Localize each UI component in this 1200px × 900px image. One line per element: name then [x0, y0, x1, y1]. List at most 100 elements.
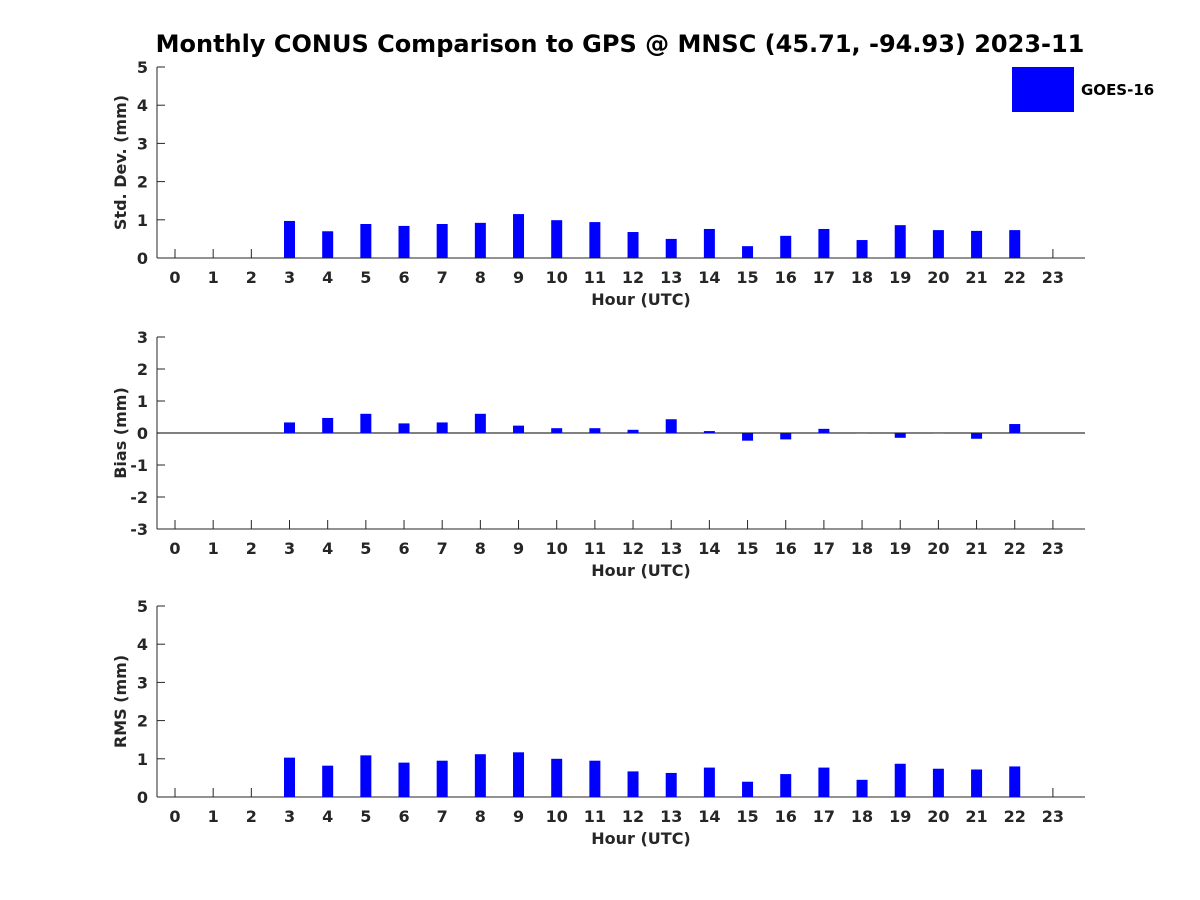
- rms-x-tick-label: 4: [322, 807, 333, 826]
- bias-x-tick-label: 2: [246, 539, 257, 558]
- bias-x-tick-label: 18: [851, 539, 873, 558]
- std-dev-y-tick-label: 4: [137, 96, 148, 115]
- std-dev-y-tick-label: 0: [137, 249, 148, 268]
- std-dev-bar-15: [742, 246, 754, 258]
- bias-bar-13: [665, 419, 677, 433]
- rms-x-tick-label: 20: [927, 807, 949, 826]
- std-dev-x-tick-label: 19: [889, 268, 911, 287]
- bias-x-tick-label: 23: [1042, 539, 1064, 558]
- std-dev-bar-17: [818, 228, 830, 258]
- bias-bar-4: [322, 417, 334, 433]
- bias-x-tick-label: 10: [546, 539, 568, 558]
- bias-bar-9: [513, 425, 525, 433]
- bias-bar-12: [627, 429, 639, 433]
- rms-x-tick-label: 13: [660, 807, 682, 826]
- bias-x-tick-label: 12: [622, 539, 644, 558]
- bias-x-tick-label: 20: [927, 539, 949, 558]
- std-dev-x-tick-label: 8: [475, 268, 486, 287]
- rms-x-tick-label: 10: [546, 807, 568, 826]
- std-dev-x-tick-label: 11: [584, 268, 606, 287]
- bias-bar-17: [818, 428, 830, 433]
- rms-x-tick-label: 3: [284, 807, 295, 826]
- bias-x-tick-label: 21: [965, 539, 987, 558]
- rms-x-axis-label: Hour (UTC): [591, 829, 691, 848]
- bias-bar-10: [551, 428, 563, 433]
- rms-x-tick-label: 22: [1004, 807, 1026, 826]
- bias-x-tick-label: 9: [513, 539, 524, 558]
- std-dev-y-tick-label: 1: [137, 211, 148, 230]
- rms-x-tick-label: 17: [813, 807, 835, 826]
- rms-x-tick-label: 12: [622, 807, 644, 826]
- rms-bar-8: [474, 754, 486, 797]
- rms-bar-19: [894, 763, 906, 797]
- rms-bar-4: [322, 765, 334, 797]
- rms-x-tick-label: 1: [208, 807, 219, 826]
- rms-x-tick-label: 6: [398, 807, 409, 826]
- std-dev-x-axis-label: Hour (UTC): [591, 290, 691, 309]
- std-dev-x-tick-label: 10: [546, 268, 568, 287]
- std-dev-x-tick-label: 4: [322, 268, 333, 287]
- rms-bar-11: [589, 760, 601, 797]
- std-dev-x-tick-label: 6: [398, 268, 409, 287]
- std-dev-bar-5: [360, 224, 372, 258]
- rms-bar-3: [284, 757, 296, 797]
- std-dev-bar-3: [284, 220, 296, 258]
- std-dev-x-tick-label: 22: [1004, 268, 1026, 287]
- std-dev-bar-6: [398, 225, 410, 258]
- rms-bar-7: [436, 760, 448, 797]
- std-dev-x-tick-label: 3: [284, 268, 295, 287]
- std-dev-x-tick-label: 2: [246, 268, 257, 287]
- bias-x-tick-label: 19: [889, 539, 911, 558]
- std-dev-bar-12: [627, 232, 639, 258]
- std-dev-x-tick-label: 1: [208, 268, 219, 287]
- rms-x-tick-label: 5: [360, 807, 371, 826]
- std-dev-bar-18: [856, 240, 868, 258]
- std-dev-x-tick-label: 13: [660, 268, 682, 287]
- std-dev-bar-8: [474, 222, 486, 258]
- rms-y-tick-label: 5: [137, 597, 148, 616]
- rms-y-tick-label: 3: [137, 673, 148, 692]
- bias-x-tick-label: 15: [736, 539, 758, 558]
- bias-bar-8: [474, 413, 486, 433]
- bias-bar-16: [780, 433, 792, 440]
- rms-x-tick-label: 14: [698, 807, 720, 826]
- rms-x-tick-label: 2: [246, 807, 257, 826]
- figure-title: Monthly CONUS Comparison to GPS @ MNSC (…: [155, 30, 1085, 58]
- rms-bar-22: [1009, 766, 1021, 797]
- std-dev-y-tick-label: 2: [137, 173, 148, 192]
- rms-y-tick-label: 0: [137, 788, 148, 807]
- bias-bar-14: [703, 431, 715, 433]
- rms-bar-16: [780, 774, 792, 797]
- std-dev-x-tick-label: 9: [513, 268, 524, 287]
- bias-x-tick-label: 4: [322, 539, 333, 558]
- rms-bar-14: [703, 767, 715, 797]
- legend-label: GOES-16: [1081, 80, 1155, 99]
- bias-y-axis-label: Bias (mm): [111, 387, 130, 479]
- std-dev-bar-7: [436, 224, 448, 258]
- bias-y-tick-label: 3: [137, 328, 148, 347]
- std-dev-x-tick-label: 20: [927, 268, 949, 287]
- rms-x-tick-label: 16: [775, 807, 797, 826]
- rms-bar-20: [932, 768, 944, 797]
- std-dev-bar-11: [589, 222, 601, 258]
- bias-x-tick-label: 16: [775, 539, 797, 558]
- bias-bar-21: [971, 433, 983, 439]
- rms-bar-12: [627, 771, 639, 797]
- bias-x-axis-label: Hour (UTC): [591, 561, 691, 580]
- bias-bar-19: [894, 433, 906, 438]
- rms-bar-15: [742, 781, 754, 797]
- rms-x-tick-label: 8: [475, 807, 486, 826]
- std-dev-y-tick-label: 3: [137, 134, 148, 153]
- rms-bar-9: [513, 752, 525, 797]
- rms-bar-5: [360, 755, 372, 797]
- std-dev-bar-13: [665, 238, 677, 258]
- rms-bar-21: [971, 769, 983, 797]
- std-dev-x-tick-label: 23: [1042, 268, 1064, 287]
- rms-bar-13: [665, 772, 677, 797]
- std-dev-x-tick-label: 15: [736, 268, 758, 287]
- bias-bar-5: [360, 413, 372, 433]
- rms-x-tick-label: 23: [1042, 807, 1064, 826]
- rms-x-tick-label: 11: [584, 807, 606, 826]
- rms-y-axis-label: RMS (mm): [111, 655, 130, 748]
